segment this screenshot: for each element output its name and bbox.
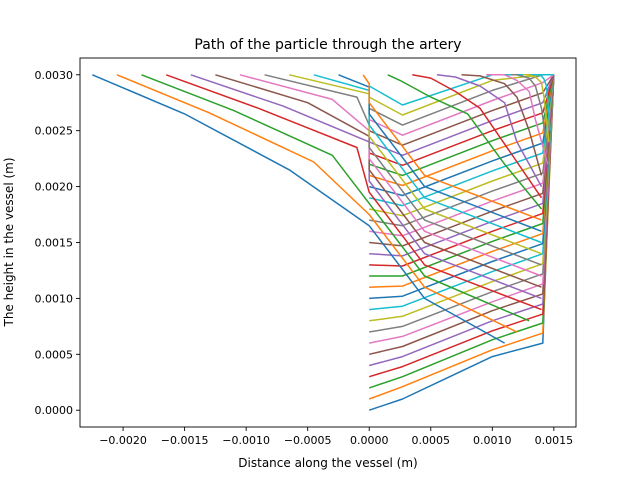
y-tick-label: 0.0020 (35, 181, 74, 194)
series-line-47 (486, 74, 549, 165)
x-tick-label: −0.0005 (284, 434, 332, 447)
y-tick-label: 0.0000 (35, 404, 74, 417)
y-tick-label: 0.0030 (35, 69, 74, 82)
series-line-23 (368, 74, 555, 177)
series-line-34 (165, 74, 542, 311)
y-axis-ticks: 0.0000 0.0005 0.0010 0.0015 0.0020 0.0025 0.00… (35, 69, 80, 417)
series-line-40 (313, 74, 542, 244)
y-tick-label: 0.0010 (35, 292, 74, 305)
x-tick-label: 0.0010 (473, 434, 512, 447)
y-axis-label: The height in the vessel (m) (2, 157, 16, 327)
plot-frame (79, 57, 577, 428)
series-line-19 (369, 74, 555, 217)
x-tick-label: −0.0020 (99, 434, 147, 447)
series-line-20 (369, 74, 555, 207)
x-axis-ticks: −0.0020 −0.0015 −0.0010 −0.0005 0.0000 0.0005… (99, 427, 573, 447)
series-line-31 (92, 74, 505, 344)
y-tick-label: 0.0015 (35, 237, 74, 250)
x-tick-label: 0.0000 (350, 434, 389, 447)
series-line-41 (338, 74, 542, 233)
chart-title: Path of the particle through the artery (194, 37, 461, 53)
series-line-43 (387, 74, 543, 210)
series-line-32 (116, 74, 518, 333)
series-layer (92, 74, 555, 411)
series-line-46 (461, 74, 543, 176)
series-line-49 (523, 74, 550, 142)
series-line-27 (368, 74, 555, 136)
series-line-45 (436, 74, 543, 187)
series-line-42 (362, 74, 542, 221)
x-tick-label: −0.0010 (222, 434, 270, 447)
series-line-48 (510, 74, 549, 154)
x-tick-label: −0.0015 (161, 434, 209, 447)
x-axis-label: Distance along the vessel (m) (238, 456, 417, 470)
series-line-33 (141, 74, 530, 322)
x-tick-label: 0.0015 (535, 434, 574, 447)
series-line-24 (368, 74, 555, 167)
series-line-50 (535, 74, 551, 131)
x-tick-label: 0.0005 (412, 434, 451, 447)
series-line-44 (412, 74, 543, 199)
y-tick-label: 0.0025 (35, 125, 74, 138)
series-line-39 (289, 74, 542, 255)
y-tick-label: 0.0005 (35, 348, 74, 361)
